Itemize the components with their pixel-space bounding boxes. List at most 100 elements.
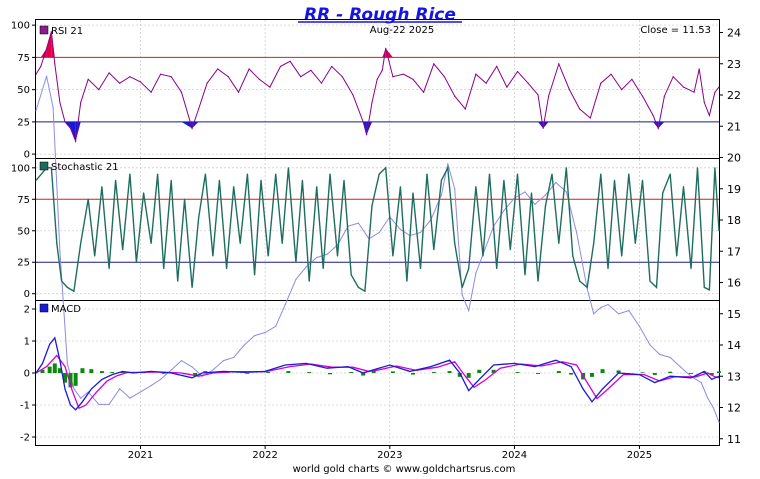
stochastic-point xyxy=(641,179,644,182)
stochastic-point xyxy=(655,286,658,289)
rsi-point xyxy=(108,72,110,74)
price-point xyxy=(700,381,702,384)
macd-histogram-bar xyxy=(47,366,52,373)
rsi-point xyxy=(371,101,373,104)
stochastic-point xyxy=(385,167,387,169)
rsi-point xyxy=(258,78,260,80)
price-tick-label: 21 xyxy=(727,120,741,133)
macd-histogram-bar xyxy=(193,373,198,376)
rsi-point xyxy=(69,127,72,129)
rsi-point xyxy=(180,91,183,93)
macd-histogram-bar xyxy=(203,371,208,373)
macd-histogram-bar xyxy=(491,369,496,373)
price-point xyxy=(475,272,477,274)
rsi-point xyxy=(59,101,61,104)
rsi-point xyxy=(341,76,343,78)
macd-histogram-bar xyxy=(361,373,366,376)
price-point xyxy=(243,344,245,346)
rsi-point xyxy=(527,82,529,84)
stochastic-point xyxy=(579,280,581,282)
macd-histogram-bar xyxy=(466,373,471,378)
rsi-point xyxy=(708,114,711,117)
price-tick-label: 18 xyxy=(727,214,741,227)
price-point xyxy=(73,388,75,390)
y-tick-label: 25 xyxy=(17,117,30,128)
rsi-oversold-fill xyxy=(653,121,659,129)
rsi-point xyxy=(217,68,219,70)
price-point xyxy=(139,391,142,393)
price-point xyxy=(316,256,318,259)
stochastic-point xyxy=(392,255,394,257)
macd-histogram-bar xyxy=(668,371,673,373)
rsi-point xyxy=(621,89,623,91)
price-point xyxy=(66,363,69,365)
rsi-point xyxy=(35,73,37,75)
macd-histogram-bar xyxy=(477,369,482,373)
price-point xyxy=(357,222,359,224)
stochastic-point xyxy=(218,179,220,182)
rsi-point xyxy=(631,78,633,80)
rsi-point xyxy=(206,82,208,84)
stochastic-point xyxy=(101,186,103,188)
price-point xyxy=(658,353,661,355)
rsi-point xyxy=(269,86,271,88)
price-point xyxy=(524,191,526,193)
rsi-point xyxy=(718,86,720,88)
stochastic-point xyxy=(295,261,297,263)
rsi-point xyxy=(516,70,519,73)
stochastic-point xyxy=(690,267,692,270)
rsi-point xyxy=(558,63,560,65)
price-point xyxy=(98,403,100,405)
rsi-point xyxy=(496,65,498,68)
rsi-point xyxy=(433,63,435,65)
stochastic-point xyxy=(350,274,352,276)
rsi-oversold-fill xyxy=(543,121,549,129)
stochastic-legend: Stochastic 21 xyxy=(39,161,119,173)
stochastic-point xyxy=(343,179,345,182)
price-point xyxy=(129,397,131,399)
macd-histogram-bar xyxy=(688,373,693,374)
stochastic-point xyxy=(94,255,96,257)
macd-histogram-bar xyxy=(600,369,605,373)
y-tick-label: 50 xyxy=(17,226,30,237)
macd-histogram-bar xyxy=(589,373,594,377)
macd-histogram-bar xyxy=(431,372,436,373)
stochastic-point xyxy=(399,186,401,188)
price-point xyxy=(180,360,183,362)
macd-histogram-bar xyxy=(110,372,115,373)
macd-histogram-bar xyxy=(73,373,78,386)
rsi-overbought-fill xyxy=(40,48,47,58)
price-point xyxy=(284,303,286,305)
stochastic-point xyxy=(142,192,145,194)
rsi-point xyxy=(80,101,82,104)
rsi-point xyxy=(485,82,487,84)
price-point xyxy=(565,191,567,193)
macd-line xyxy=(35,336,720,411)
price-tick-label: 24 xyxy=(727,27,741,40)
price-tick-label: 11 xyxy=(727,433,741,446)
stochastic-point xyxy=(183,198,186,200)
rsi-point xyxy=(170,76,172,78)
y-tick-label: 100 xyxy=(11,21,30,32)
macd-histogram-bar xyxy=(717,371,721,373)
stochastic-point xyxy=(212,255,214,257)
rsi-point xyxy=(139,81,142,83)
rsi-point xyxy=(610,73,612,75)
price-point xyxy=(326,253,328,255)
price-point xyxy=(718,421,720,423)
rsi-point xyxy=(320,82,323,84)
rsi-point xyxy=(703,101,705,104)
price-point xyxy=(607,303,609,305)
macd-histogram-bar xyxy=(68,373,73,388)
rsi-point xyxy=(376,78,378,80)
rsi-point xyxy=(475,73,477,75)
y-tick-label: 0 xyxy=(24,150,30,161)
stochastic-point xyxy=(281,242,283,244)
price-point xyxy=(45,75,48,77)
date-label: Aug-22 2025 xyxy=(370,25,435,36)
rsi-point xyxy=(98,89,100,91)
macd-legend-label: MACD xyxy=(51,304,81,315)
price-point xyxy=(233,356,235,359)
rsi-oversold-fill xyxy=(658,121,665,129)
y-tick-label: 100 xyxy=(11,163,30,174)
